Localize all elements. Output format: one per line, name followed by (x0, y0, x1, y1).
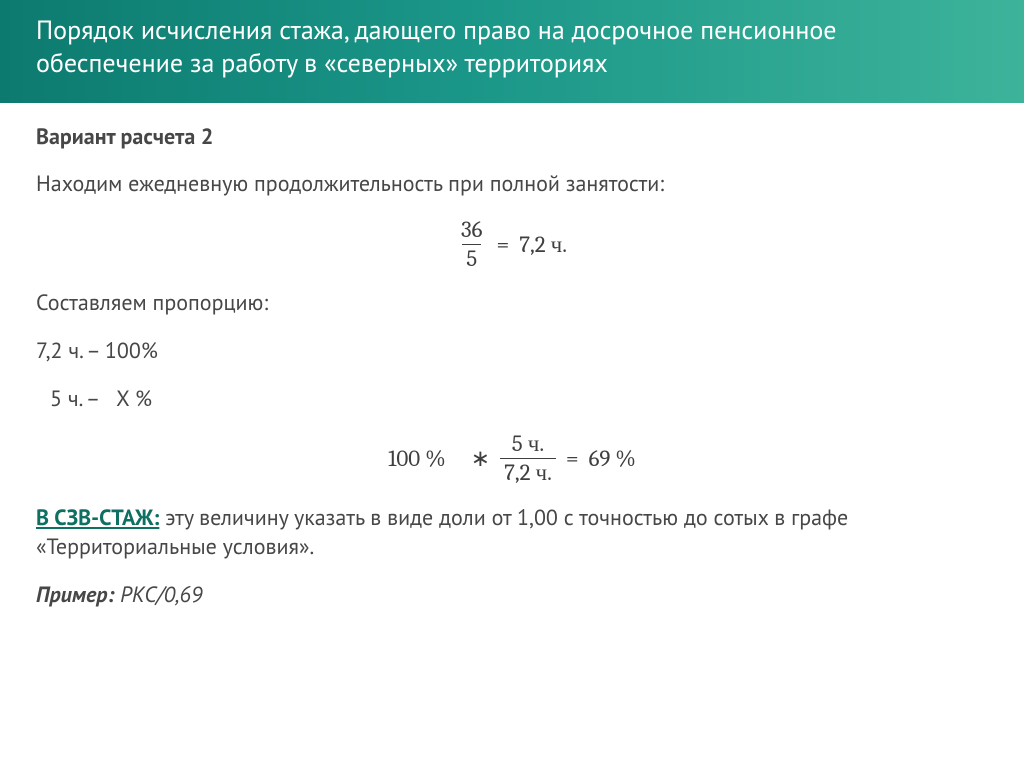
szv-label: В СЗВ-СТАЖ: (36, 504, 159, 532)
example-paragraph: Пример: РКС/0,69 (36, 581, 988, 611)
example-label: Пример: (36, 581, 114, 609)
f1-rhs: 7,2 ч. (519, 231, 567, 258)
slide-header: Порядок исчисления стажа, дающего право … (0, 0, 1024, 103)
proportion-line-1: 7,2 ч. – 100% (36, 337, 988, 367)
intro-text: Находим ежедневную продолжительность при… (36, 170, 988, 200)
formula-1: 36 5 = 7,2 ч. (36, 218, 988, 271)
slide-title: Порядок исчисления стажа, дающего право … (36, 14, 988, 81)
f1-denominator: 5 (462, 244, 481, 271)
formula-2: 100 % ∗ 5 ч. 7,2 ч. = 69 % (36, 432, 988, 485)
example-value: РКС/0,69 (114, 581, 202, 609)
f2-rhs: 69 % (589, 445, 636, 472)
f2-lhs: 100 % (388, 445, 446, 472)
szv-paragraph: В СЗВ-СТАЖ: эту величину указать в виде … (36, 504, 988, 563)
f2-denominator: 7,2 ч. (500, 458, 556, 485)
f1-numerator: 36 (457, 218, 486, 244)
f1-equals: = (496, 231, 509, 258)
f2-mul: ∗ (471, 445, 490, 472)
proportion-line-2: 5 ч. – X % (36, 385, 988, 415)
proportion-label: Составляем пропорцию: (36, 289, 988, 319)
f2-equals: = (566, 445, 579, 472)
variant-heading: Вариант расчета 2 (36, 123, 988, 153)
slide-content: Вариант расчета 2 Находим ежедневную про… (0, 103, 1024, 611)
f2-numerator: 5 ч. (508, 432, 548, 458)
